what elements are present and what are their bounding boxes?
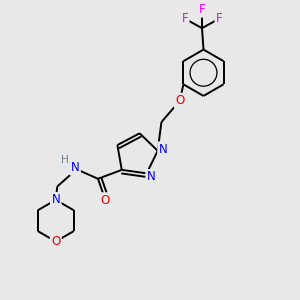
Text: F: F — [216, 12, 223, 25]
Text: N: N — [51, 194, 60, 206]
Text: H: H — [61, 155, 69, 165]
Text: F: F — [199, 3, 205, 16]
Text: O: O — [175, 94, 184, 107]
Text: N: N — [71, 161, 80, 174]
Text: N: N — [147, 170, 155, 183]
Text: O: O — [101, 194, 110, 207]
Text: F: F — [182, 12, 188, 25]
Text: N: N — [159, 143, 167, 156]
Text: O: O — [51, 235, 60, 248]
